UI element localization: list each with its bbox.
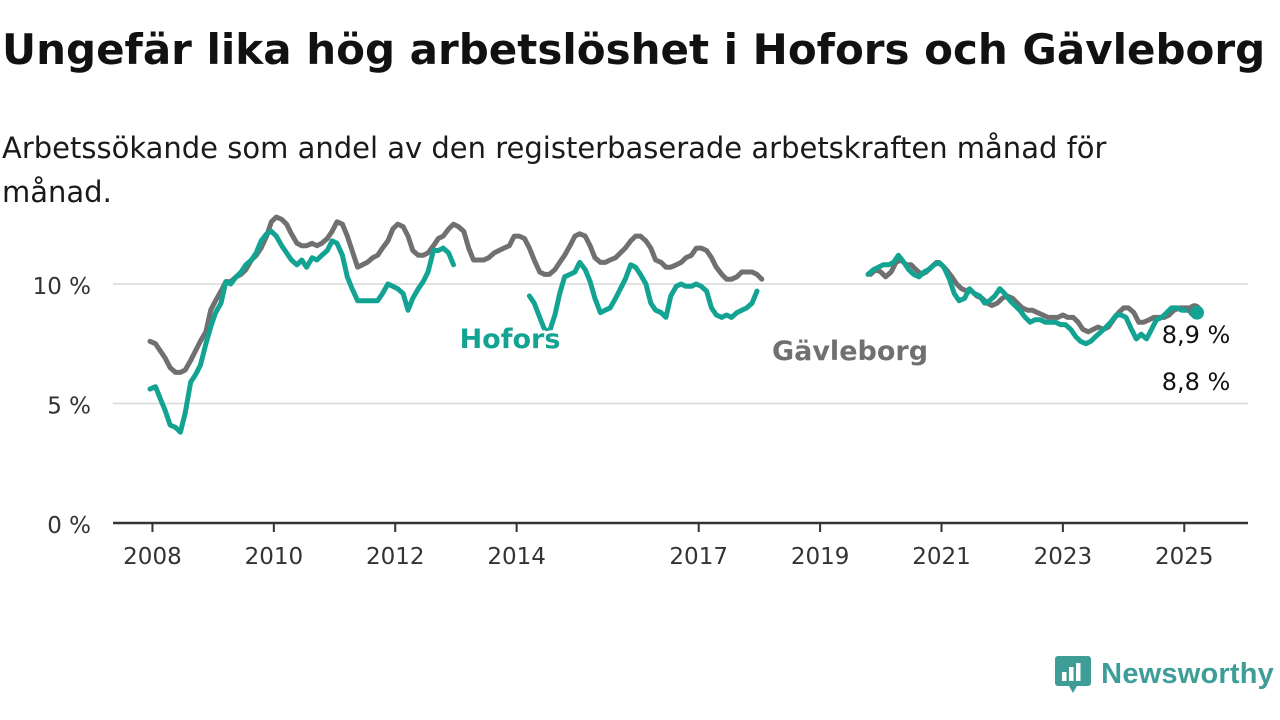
series-line-hofors — [147, 228, 456, 435]
x-tick-label: 2017 — [669, 544, 728, 570]
x-tick-label: 2012 — [366, 544, 425, 570]
brand: Newsworthy — [1055, 652, 1274, 696]
y-tick-label: 10 % — [33, 274, 91, 300]
y-tick-label: 5 % — [47, 393, 91, 419]
end-value-label-hofors: 8,8 % — [1162, 368, 1231, 396]
x-tick-label: 2008 — [123, 544, 182, 570]
series-line-hofors — [526, 259, 760, 335]
series-label-gavleborg-halo: Gävleborg — [772, 336, 928, 367]
end-value-label-gavleborg-halo: 8,9 % — [1162, 321, 1231, 349]
grid-lines — [113, 283, 1248, 405]
series-label-gavleborg: Gävleborg — [772, 336, 928, 367]
x-tick-label: 2019 — [791, 544, 850, 570]
series-label-hofors-halo: Hofors — [460, 324, 561, 355]
chart-subtitle: Arbetssökande som andel av den registerb… — [2, 131, 1107, 209]
series-line-hofors — [865, 252, 1200, 347]
newsworthy-logo-icon — [1055, 656, 1092, 693]
brand-name: Newsworthy — [1101, 657, 1274, 690]
series-label-hofors: Hofors — [460, 324, 561, 355]
x-tick-label: 2023 — [1034, 544, 1093, 570]
y-tick-label: 0 % — [47, 513, 91, 539]
end-value-label-gavleborg: 8,9 % — [1162, 321, 1231, 349]
x-tick-label: 2014 — [487, 544, 546, 570]
axes: 0 % 5 % 10 % 2008 2010 2012 2014 2017 2019 2021 20… — [33, 274, 1248, 570]
end-value-label-hofors-halo: 8,8 % — [1162, 368, 1231, 396]
x-tick-label: 2021 — [912, 544, 971, 570]
end-marker-hofors — [1190, 305, 1205, 320]
x-tick-label: 2010 — [245, 544, 304, 570]
series-lines — [147, 214, 1205, 435]
x-tick-label: 2025 — [1155, 544, 1214, 570]
chart-title: Ungefär lika hög arbetslöshet i Hofors o… — [2, 25, 1266, 74]
